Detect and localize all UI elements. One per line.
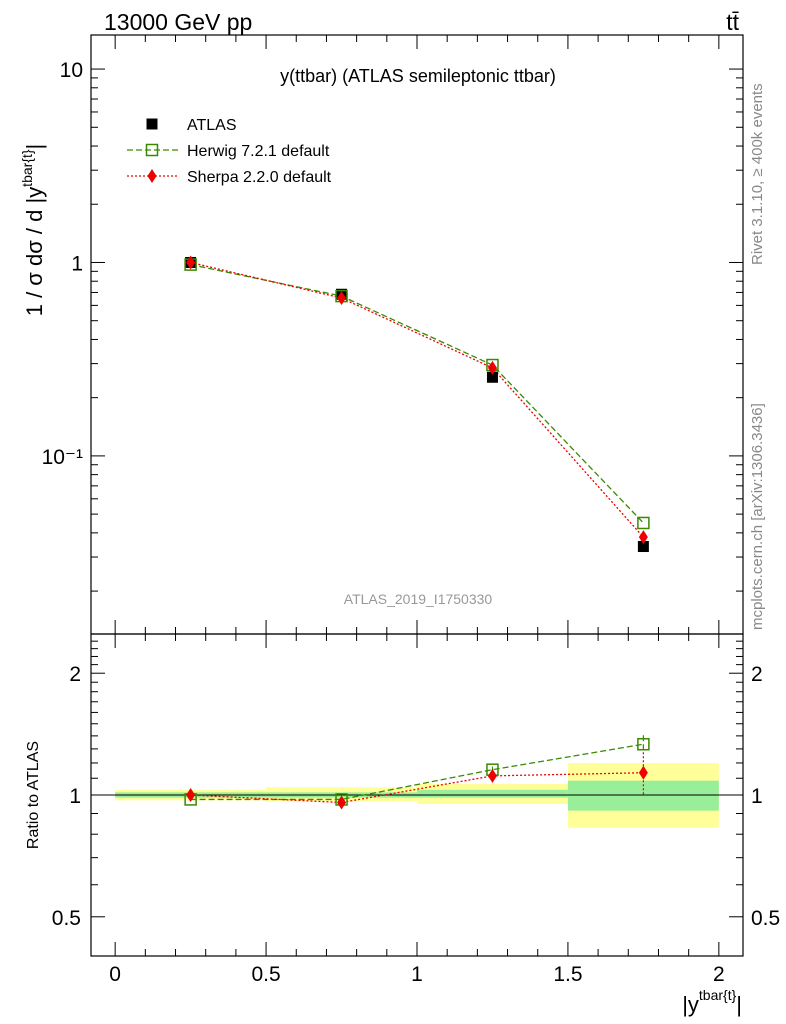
main-data-point bbox=[486, 371, 498, 383]
ratio-y-axis: 2 2 1 1 0.5 0.5 bbox=[52, 640, 780, 957]
ratio-data-point bbox=[337, 795, 347, 810]
legend: ATLAS Herwig 7.2.1 default Sherpa 2.2.0 de… bbox=[127, 117, 332, 186]
x-tick-label: 1 bbox=[411, 963, 423, 986]
ratio-y-tick-label-right: 0.5 bbox=[751, 907, 780, 930]
x-tick-label: 0.5 bbox=[251, 963, 280, 986]
x-axis: 0 0.5 1 1.5 2 bbox=[109, 634, 725, 986]
main-title: y(ttbar) (ATLAS semileptonic ttbar) bbox=[280, 66, 556, 86]
ratio-data-point bbox=[637, 737, 650, 751]
x-tick-label: 1.5 bbox=[553, 963, 582, 986]
process-label: tt̄ bbox=[726, 9, 739, 35]
mcplots-credit-label: mcplots.cern.ch [arXiv:1306.3436] bbox=[749, 403, 766, 630]
ratio-y-axis-label: Ratio to ATLAS bbox=[25, 741, 42, 849]
energy-label: 13000 GeV pp bbox=[104, 9, 252, 35]
legend-marker bbox=[147, 169, 157, 183]
ratio-data-point bbox=[638, 765, 648, 780]
main-data-point bbox=[637, 516, 650, 530]
x-axis-label: |ytbar{t}| bbox=[682, 987, 742, 1017]
legend-marker bbox=[145, 143, 159, 157]
main-y-tick-label: 10⁻¹ bbox=[42, 446, 83, 469]
rivet-version-label: Rivet 3.1.10, ≥ 400k events bbox=[749, 83, 766, 265]
x-tick-label: 0 bbox=[109, 963, 121, 986]
ratio-series-line bbox=[190, 743, 644, 801]
ratio-y-tick-label: 0.5 bbox=[52, 907, 81, 930]
main-series bbox=[184, 255, 650, 553]
ratio-y-tick-label-right: 1 bbox=[751, 785, 763, 808]
main-series-line bbox=[190, 261, 644, 538]
ratio-series bbox=[184, 735, 650, 810]
ratio-y-tick-label-right: 2 bbox=[751, 663, 763, 686]
ratio-data-point bbox=[487, 768, 497, 783]
main-data-point bbox=[337, 291, 347, 306]
main-data-point bbox=[487, 360, 497, 375]
main-data-point bbox=[637, 541, 649, 553]
ratio-data-point bbox=[186, 788, 196, 802]
main-y-axis-label: 1 / σ dσ / d |ytbar{t}| bbox=[19, 144, 47, 317]
legend-label: Sherpa 2.2.0 default bbox=[187, 169, 332, 186]
ratio-y-tick-label: 1 bbox=[69, 785, 81, 808]
main-y-tick-label: 1 bbox=[71, 252, 83, 275]
legend-label: Herwig 7.2.1 default bbox=[187, 143, 330, 160]
main-panel: 10 1 10⁻¹ y(ttbar) (ATLAS semileptonic ttb… bbox=[42, 34, 744, 635]
main-series-line bbox=[190, 263, 644, 524]
ratio-panel: 2 2 1 1 0.5 0.5 0 0.5 1 1.5 2 bbox=[52, 633, 780, 986]
main-data-point bbox=[638, 530, 648, 545]
ratio-y-tick-label: 2 bbox=[69, 663, 81, 686]
main-y-axis: 10 1 10⁻¹ bbox=[42, 35, 743, 634]
stat-uncertainty-band bbox=[417, 789, 568, 798]
x-tick-label: 2 bbox=[713, 963, 725, 986]
main-data-point bbox=[186, 255, 196, 270]
analysis-watermark: ATLAS_2019_I1750330 bbox=[344, 591, 493, 607]
legend-marker bbox=[146, 118, 158, 130]
main-y-tick-label: 10 bbox=[60, 59, 83, 82]
legend-label: ATLAS bbox=[187, 117, 237, 134]
